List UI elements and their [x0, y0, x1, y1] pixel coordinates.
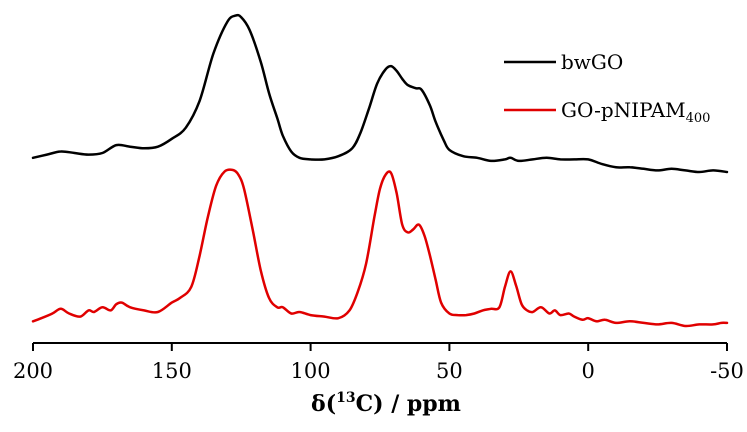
x-axis-title: δ(13C) / ppm — [311, 390, 461, 417]
x-tick-label: 200 — [13, 359, 53, 383]
series-line-go-pnipam400 — [31, 168, 729, 328]
series-layer — [31, 13, 729, 328]
x-tick-label: 100 — [291, 359, 331, 383]
legend: bwGO GO-pNIPAM400 — [504, 50, 710, 126]
legend-label: GO-pNIPAM400 — [561, 98, 710, 126]
x-axis: 200 150 100 50 0 -50 — [13, 342, 744, 383]
series-line-bwgo — [31, 13, 729, 174]
x-tick-label: 50 — [436, 359, 463, 383]
x-tick-label: -50 — [710, 359, 744, 383]
x-tick-label: 0 — [582, 359, 595, 383]
legend-label: bwGO — [561, 50, 623, 74]
x-tick-label: 150 — [152, 359, 192, 383]
